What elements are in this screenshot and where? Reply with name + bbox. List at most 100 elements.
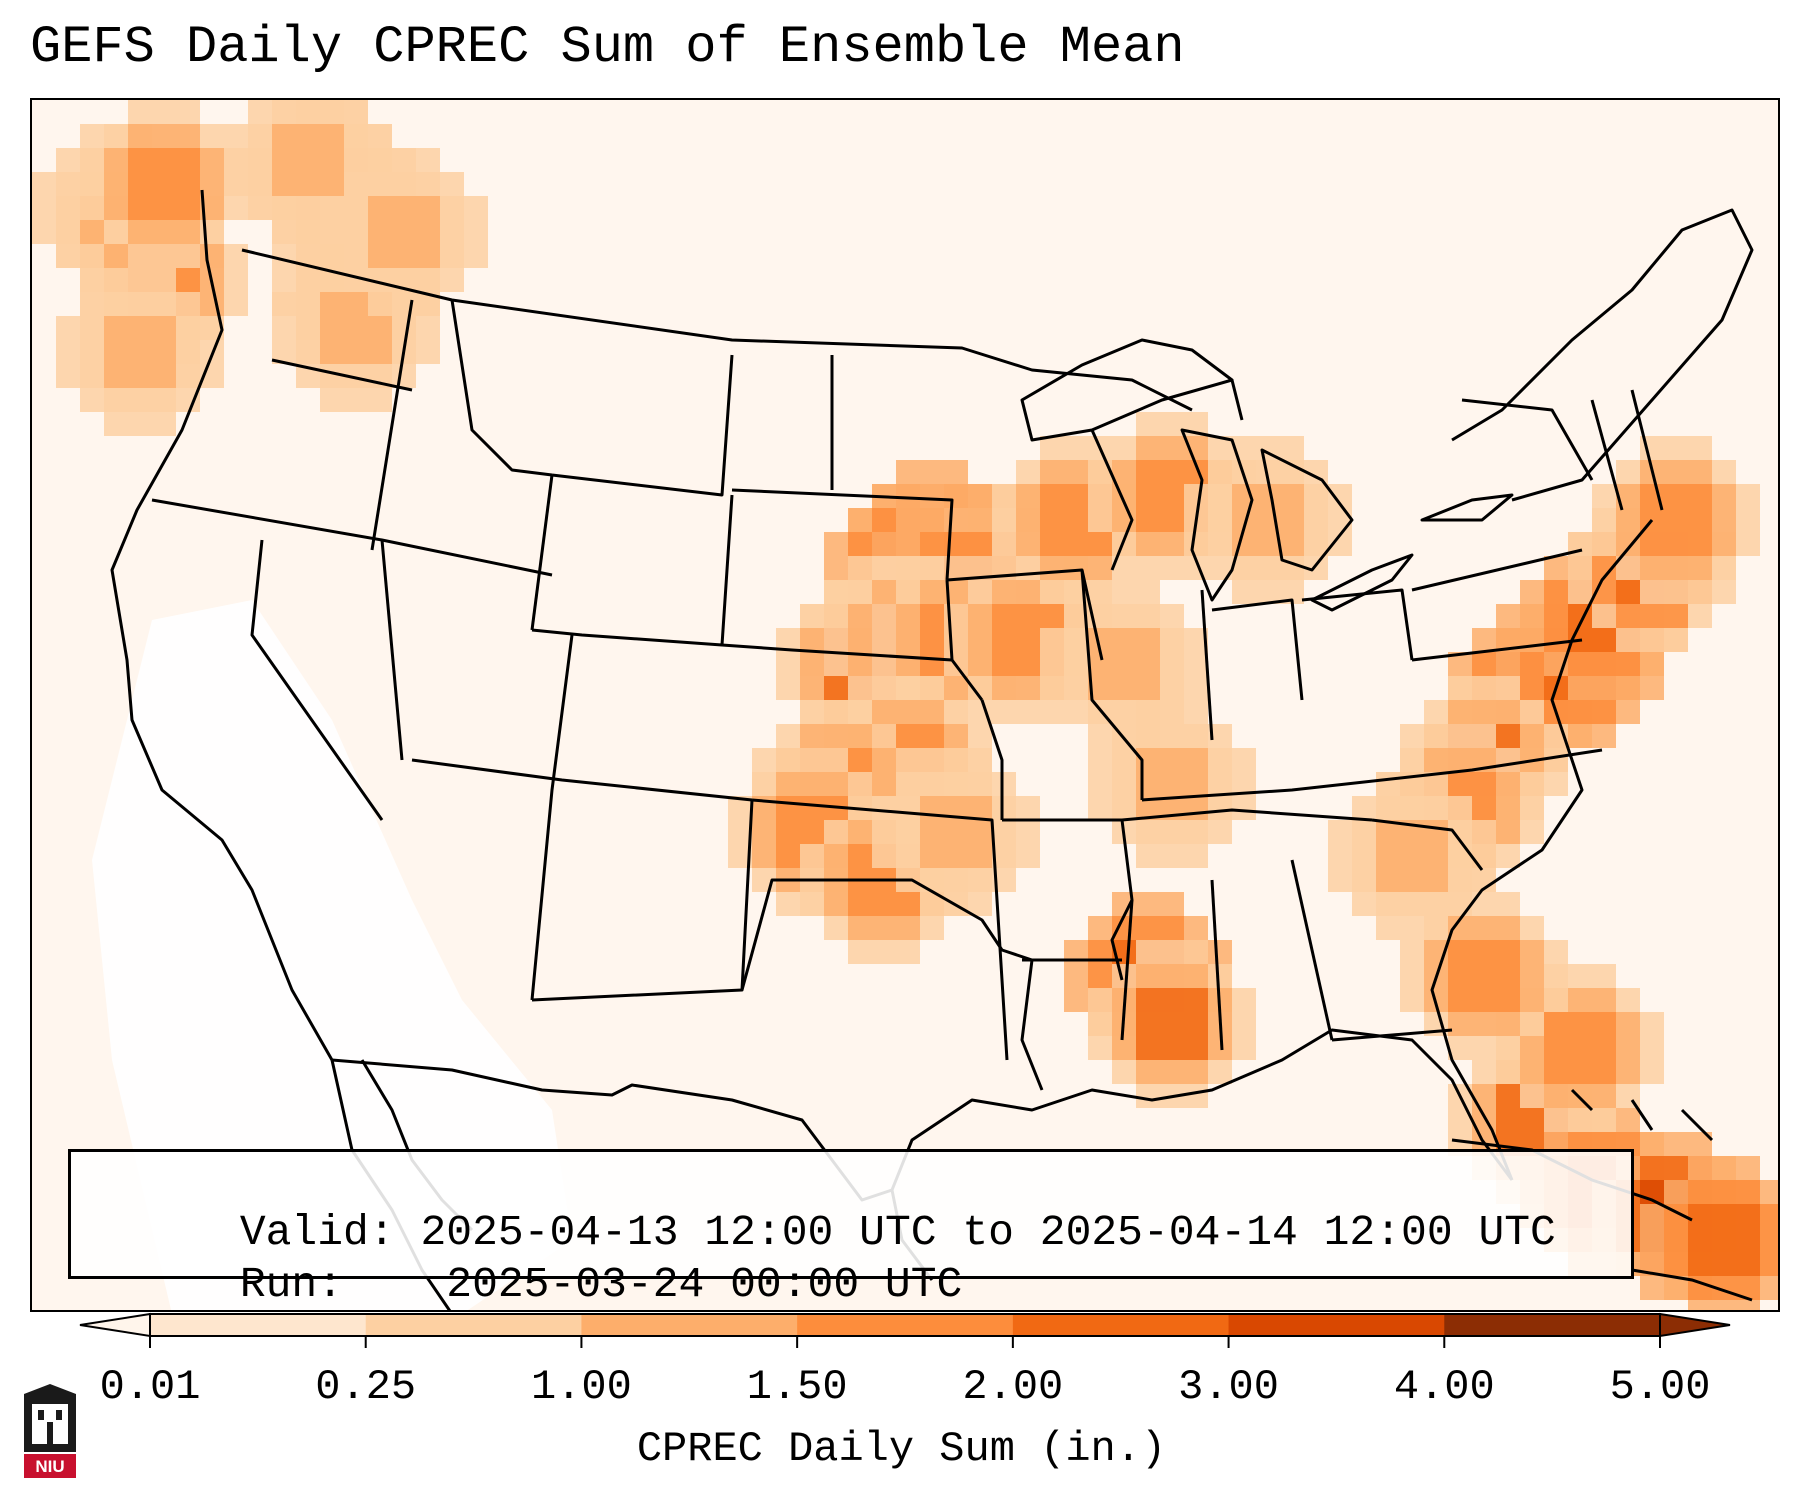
- precip-cell: [1232, 988, 1256, 1012]
- precip-cell: [1136, 940, 1160, 964]
- precip-cell: [320, 196, 344, 220]
- colorbar-segment: [797, 1314, 1014, 1336]
- precip-cell: [440, 172, 464, 196]
- precip-cell: [80, 244, 104, 268]
- precip-cell: [968, 628, 992, 652]
- precip-cell: [440, 220, 464, 244]
- precip-cell: [104, 412, 128, 436]
- precip-cell: [1616, 628, 1640, 652]
- precip-cell: [392, 244, 416, 268]
- precip-cell: [1616, 988, 1640, 1012]
- precip-cell: [1208, 796, 1232, 820]
- precip-cell: [1016, 676, 1040, 700]
- precip-cell: [1664, 580, 1688, 604]
- precip-cell: [128, 196, 152, 220]
- precip-cell: [1664, 1132, 1688, 1156]
- precip-cell: [872, 940, 896, 964]
- precip-cell: [824, 748, 848, 772]
- precip-cell: [1520, 652, 1544, 676]
- colorbar-segment: [1012, 1314, 1230, 1336]
- precip-cell: [1520, 916, 1544, 940]
- precip-cell: [1352, 868, 1376, 892]
- precip-cell: [1592, 988, 1616, 1012]
- precip-cell: [56, 172, 80, 196]
- precip-cell: [416, 316, 440, 340]
- precip-cell: [1160, 628, 1184, 652]
- precip-cell: [824, 532, 848, 556]
- precip-cell: [896, 556, 920, 580]
- precip-cell: [1424, 868, 1448, 892]
- precip-cell: [1160, 964, 1184, 988]
- precip-cell: [1568, 556, 1592, 580]
- precip-cell: [1160, 1036, 1184, 1060]
- precip-cell: [920, 868, 944, 892]
- precip-cell: [1088, 988, 1112, 1012]
- precip-cell: [1568, 580, 1592, 604]
- precip-cell: [1640, 628, 1664, 652]
- precip-cell: [1448, 964, 1472, 988]
- precip-cell: [344, 196, 368, 220]
- precip-cell: [1592, 484, 1616, 508]
- precip-cell: [944, 508, 968, 532]
- precip-cell: [920, 604, 944, 628]
- precip-cell: [992, 772, 1016, 796]
- precip-cell: [776, 652, 800, 676]
- precip-cell: [320, 340, 344, 364]
- precip-cell: [800, 724, 824, 748]
- precip-cell: [824, 820, 848, 844]
- precip-cell: [1136, 604, 1160, 628]
- precip-cell: [1664, 532, 1688, 556]
- precip-cell: [1712, 484, 1736, 508]
- precip-cell: [800, 772, 824, 796]
- precip-cell: [968, 796, 992, 820]
- precip-cell: [1736, 484, 1760, 508]
- precip-cell: [104, 124, 128, 148]
- precip-cell: [416, 220, 440, 244]
- precip-cell: [992, 820, 1016, 844]
- precip-cell: [1088, 532, 1112, 556]
- precip-cell: [392, 220, 416, 244]
- precip-cell: [1568, 964, 1592, 988]
- precip-cell: [1520, 1036, 1544, 1060]
- info-box: Valid: 2025-04-13 12:00 UTC to 2025-04-1…: [68, 1149, 1634, 1306]
- precip-cell: [1640, 1276, 1664, 1300]
- precip-cell: [1136, 844, 1160, 868]
- precip-cell: [1760, 1180, 1778, 1204]
- precip-cell: [1664, 484, 1688, 508]
- precip-cell: [128, 316, 152, 340]
- precip-cell: [872, 796, 896, 820]
- precip-cell: [1280, 508, 1304, 532]
- precip-cell: [872, 580, 896, 604]
- precip-cell: [824, 676, 848, 700]
- precip-cell: [920, 676, 944, 700]
- precip-cell: [272, 100, 296, 124]
- precip-cell: [968, 844, 992, 868]
- precip-cell: [1592, 724, 1616, 748]
- precip-cell: [1640, 1156, 1664, 1180]
- precip-cell: [920, 820, 944, 844]
- precip-cell: [1640, 1060, 1664, 1084]
- precip-cell: [1472, 1084, 1496, 1108]
- precip-cell: [920, 916, 944, 940]
- precip-cell: [776, 676, 800, 700]
- precip-cell: [1472, 844, 1496, 868]
- precip-cell: [248, 148, 272, 172]
- precip-cell: [368, 148, 392, 172]
- precip-cell: [1424, 820, 1448, 844]
- precip-cell: [296, 196, 320, 220]
- precip-cell: [800, 820, 824, 844]
- precip-cell: [848, 676, 872, 700]
- precip-cell: [1520, 796, 1544, 820]
- precip-cell: [968, 532, 992, 556]
- precip-cell: [1712, 1228, 1736, 1252]
- precip-cell: [368, 388, 392, 412]
- precip-cell: [920, 484, 944, 508]
- precip-cell: [1664, 436, 1688, 460]
- precip-cell: [992, 580, 1016, 604]
- run-label: Run:: [239, 1260, 344, 1309]
- precip-cell: [800, 628, 824, 652]
- precip-cell: [1736, 1156, 1760, 1180]
- precip-cell: [1640, 1204, 1664, 1228]
- precip-cell: [896, 796, 920, 820]
- precip-cell: [1568, 1108, 1592, 1132]
